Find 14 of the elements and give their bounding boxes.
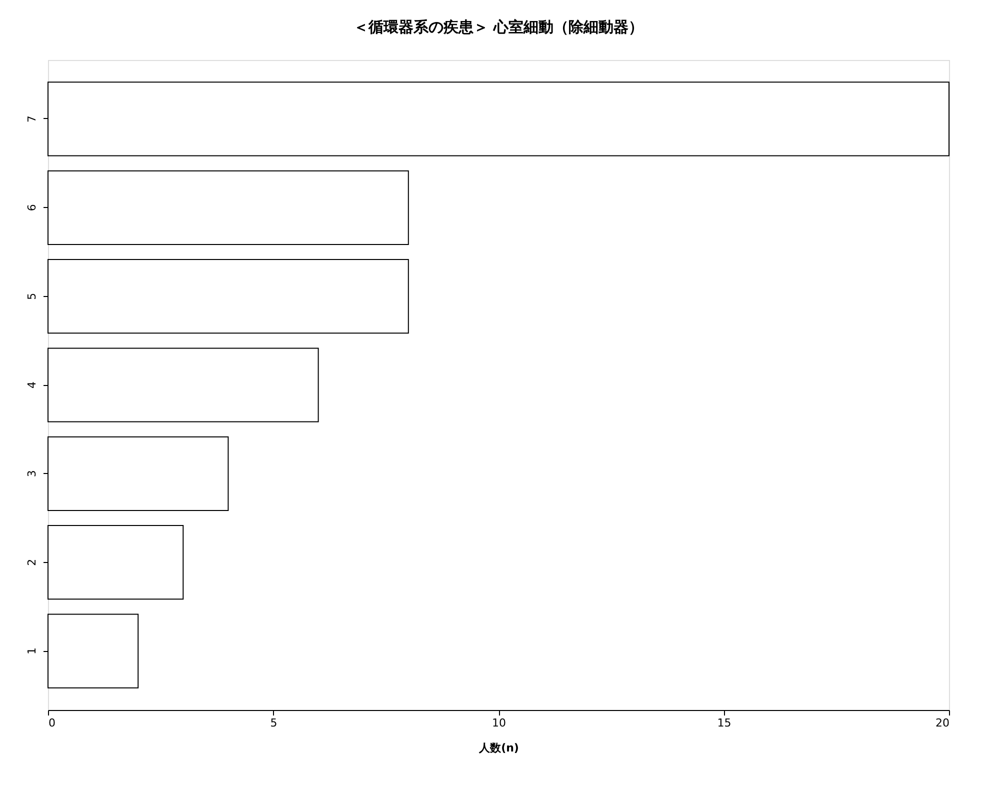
x-tick-label: 20 [936,716,950,730]
chart-title: ＜循環器系の疾患＞ 心室細動（除細動器） [353,18,644,36]
y-tick-label: 5 [26,292,38,300]
y-tick-label: 1 [26,648,38,655]
x-tick-label: 0 [48,716,56,730]
x-tick-label: 10 [492,716,506,730]
y-tick-label: 2 [26,558,38,566]
y-tick-label: 4 [26,382,38,388]
y-tick-label: 7 [26,115,38,122]
y-tick-label: 6 [26,204,38,212]
y-tick-label: 3 [26,470,38,478]
x-tick-label: 15 [717,716,732,730]
x-tick-label: 5 [270,716,278,730]
x-axis-title: 人数(n) [478,742,519,754]
